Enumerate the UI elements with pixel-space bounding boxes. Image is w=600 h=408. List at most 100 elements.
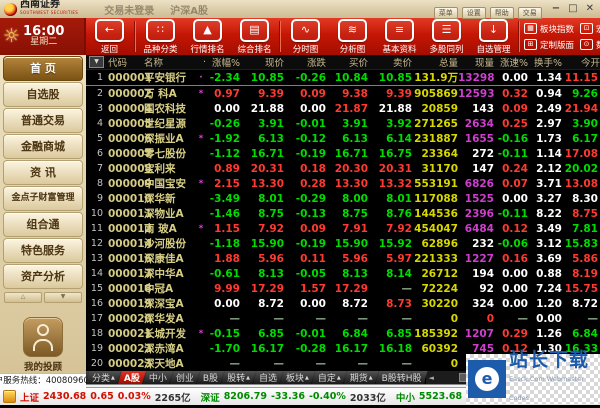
market-tab[interactable]: 分类 ▲: [86, 371, 121, 384]
table-row[interactable]: 10 000011 深物业A -1.46 8.75 -0.13 8.75 8.76 144536…: [86, 206, 600, 221]
column-filter-button[interactable]: ▼: [89, 56, 104, 68]
table-row[interactable]: 12 000014 沙河股份 -1.18 15.90 -0.19 15.90 15.92 628…: [86, 236, 600, 251]
column-header[interactable]: 名称: [144, 58, 164, 69]
stock-code: 000023: [108, 357, 152, 370]
sidebar-item[interactable]: 普通交易: [3, 108, 83, 133]
column-header[interactable]: 卖价: [392, 58, 412, 69]
toolbar-stacked-button[interactable]: ▦ 板块指数: [524, 23, 574, 35]
table-cell: 5.96: [342, 252, 368, 265]
column-header[interactable]: 总量: [438, 58, 458, 69]
table-row[interactable]: 8 000009 中国宝安 * 2.15 13.30 0.28 13.30 13.32 55319…: [86, 176, 600, 191]
market-tab[interactable]: A股: [118, 371, 146, 384]
table-cell: 0.00: [502, 297, 528, 310]
market-tab[interactable]: 板块 ▲: [280, 371, 315, 384]
sidebar-item[interactable]: 首 页: [3, 56, 83, 81]
column-header[interactable]: 现价: [264, 58, 284, 69]
market-tab[interactable]: 创业: [170, 371, 200, 384]
table-row[interactable]: 4 000005 世纪星源 -0.26 3.91 -0.01 3.91 3.92 271265 2…: [86, 116, 600, 131]
table-cell: 1.88: [214, 252, 240, 265]
toolbar-button[interactable]: ≡ 基本资料: [376, 18, 423, 55]
table-cell: 1227: [464, 252, 494, 265]
row-number: 14: [90, 268, 103, 279]
stock-name: 中冠A: [144, 283, 174, 295]
market-tab[interactable]: 自选: [253, 371, 283, 384]
sidebar-item[interactable]: 金融商城: [3, 134, 83, 159]
table-row[interactable]: 2 000002 万 科A * 0.97 9.39 0.09 9.38 9.39 905869 12…: [86, 86, 600, 101]
table-row[interactable]: 11 000012 南 玻A * 1.15 7.92 0.09 7.91 7.92 454047 6…: [86, 221, 600, 236]
table-cell: 16.17: [250, 342, 284, 355]
table-cell: -0.16: [497, 132, 528, 145]
toolbar-stacked-button[interactable]: ⊡宏观指标: [580, 23, 600, 35]
toolbar-separator: [518, 21, 520, 52]
column-header[interactable]: 涨跌: [306, 58, 326, 69]
table-cell: -0.06: [497, 237, 528, 250]
table-row[interactable]: 9 000010 深华新 -3.49 8.01 -0.29 8.00 8.01 117088 15…: [86, 191, 600, 206]
market-tab[interactable]: 股转 ▲: [221, 371, 256, 384]
toolbar-stacked-button[interactable]: ⊞ 定制版面: [524, 39, 574, 51]
market-tab[interactable]: 期货 ▲: [344, 371, 379, 384]
sidebar-item[interactable]: 资产分析: [3, 264, 83, 289]
close-button[interactable]: ✕: [585, 3, 594, 14]
table-row[interactable]: 7 000008 宝利来 0.89 20.31 0.18 20.30 20.31 31170 14…: [86, 161, 600, 176]
toolbar-stacked-button[interactable]: ⊙数据管理: [580, 39, 600, 51]
table-row[interactable]: 19 000022 深赤湾A -1.70 16.17 -0.28 16.17 16.18 603…: [86, 341, 600, 356]
scroll-left-arrow[interactable]: ◄: [428, 373, 434, 382]
sidebar-page-up-button[interactable]: △: [4, 292, 42, 303]
column-header[interactable]: ·: [202, 56, 206, 68]
sidebar-item[interactable]: 资 讯: [3, 160, 83, 185]
toolbar-button[interactable]: ▲ 行情排名: [184, 18, 231, 55]
table-row[interactable]: 6 000007 零七股份 -1.12 16.71 -0.19 16.71 16.75 2336…: [86, 146, 600, 161]
table-cell: 0.00: [502, 192, 528, 205]
toolbar-button[interactable]: ← 返回: [86, 18, 133, 55]
titlebar-button[interactable]: 帮助: [489, 6, 514, 19]
minimize-button[interactable]: −: [551, 3, 561, 14]
toolbar-button[interactable]: ∷ 品种分类: [137, 18, 184, 55]
sidebar-item[interactable]: 组合通: [3, 212, 83, 237]
column-header[interactable]: 涨速%: [499, 58, 528, 69]
titlebar-button[interactable]: 菜单: [433, 6, 458, 19]
toolbar-button[interactable]: ☰ 多股同列: [423, 18, 470, 55]
table-row[interactable]: 1 000001 平安银行 · -2.34 10.85 -0.26 10.84 10.85 131…: [86, 70, 600, 86]
row-number: 6: [96, 148, 103, 159]
market-tab[interactable]: B股: [197, 371, 224, 384]
table-row[interactable]: 14 000017 深中华A -0.61 8.13 -0.05 8.13 8.14 26712 1…: [86, 266, 600, 281]
column-header[interactable]: 代码: [108, 58, 128, 69]
market-tab[interactable]: 自定 ▲: [312, 371, 347, 384]
sidebar-item[interactable]: 自选股: [3, 82, 83, 107]
table-row[interactable]: 17 000020 深华发A — — — — — 0 0 — 0.00 —: [86, 311, 600, 326]
column-header[interactable]: 现量: [474, 58, 494, 69]
sidebar-item[interactable]: 特色服务: [3, 238, 83, 263]
toolbar-button[interactable]: ▤ 综合排名: [231, 18, 278, 55]
service-hotline: 客户服务热线：4008096096: [0, 376, 100, 386]
column-header[interactable]: 涨幅%: [211, 58, 240, 69]
column-header[interactable]: 买价: [348, 58, 368, 69]
sidebar-item[interactable]: 金点子财富管理: [3, 186, 83, 211]
stock-code: 000001: [108, 71, 152, 84]
table-cell: —: [273, 312, 285, 325]
market-tab[interactable]: 中小: [143, 371, 173, 384]
market-tab[interactable]: B股转H股: [376, 371, 428, 384]
table-row[interactable]: 13 000016 深康佳A 1.88 5.96 0.11 5.96 5.97 221333 12…: [86, 251, 600, 266]
stock-name: 深华发A: [144, 313, 184, 325]
titlebar-button[interactable]: 设置: [461, 6, 486, 19]
index-summary[interactable]: 上证 2430.68 0.65 0.03% 2265亿: [20, 390, 191, 404]
index-summary[interactable]: 深证 8206.79 -33.36 -0.40% 2033亿: [201, 390, 386, 404]
column-header[interactable]: 换手%: [533, 58, 562, 69]
column-header[interactable]: 今开: [580, 58, 600, 69]
table-cell: 60392: [421, 342, 458, 355]
table-row[interactable]: 15 000018 中冠A 9.99 17.29 1.57 17.29 — 72224 92 0.0…: [86, 281, 600, 296]
toolbar-button[interactable]: ∿ 分时图: [282, 18, 329, 55]
my-advisor-avatar[interactable]: [23, 317, 63, 357]
toolbar-button[interactable]: ↓ 自选管理: [470, 18, 517, 55]
table-row[interactable]: 5 000006 深振业A * -1.92 6.13 -0.12 6.13 6.14 231887…: [86, 131, 600, 146]
titlebar-button[interactable]: 交易: [517, 6, 542, 19]
sidebar-page-down-button[interactable]: ▼: [44, 292, 82, 303]
table-cell: 0.97: [214, 87, 240, 100]
table-cell: 185392: [414, 327, 458, 340]
toolbar-button[interactable]: ≋ 分析图: [329, 18, 376, 55]
table-row[interactable]: 16 000019 深深宝A 0.00 8.72 0.00 8.72 8.73 30220 324…: [86, 296, 600, 311]
maximize-button[interactable]: □: [568, 3, 578, 14]
table-row[interactable]: 18 000021 长城开发 * -0.15 6.85 -0.01 6.84 6.85 18539…: [86, 326, 600, 341]
table-row[interactable]: 3 000004 国农科技 0.00 21.88 0.00 21.87 21.88 20859 1…: [86, 101, 600, 116]
connection-icon[interactable]: [3, 390, 16, 403]
